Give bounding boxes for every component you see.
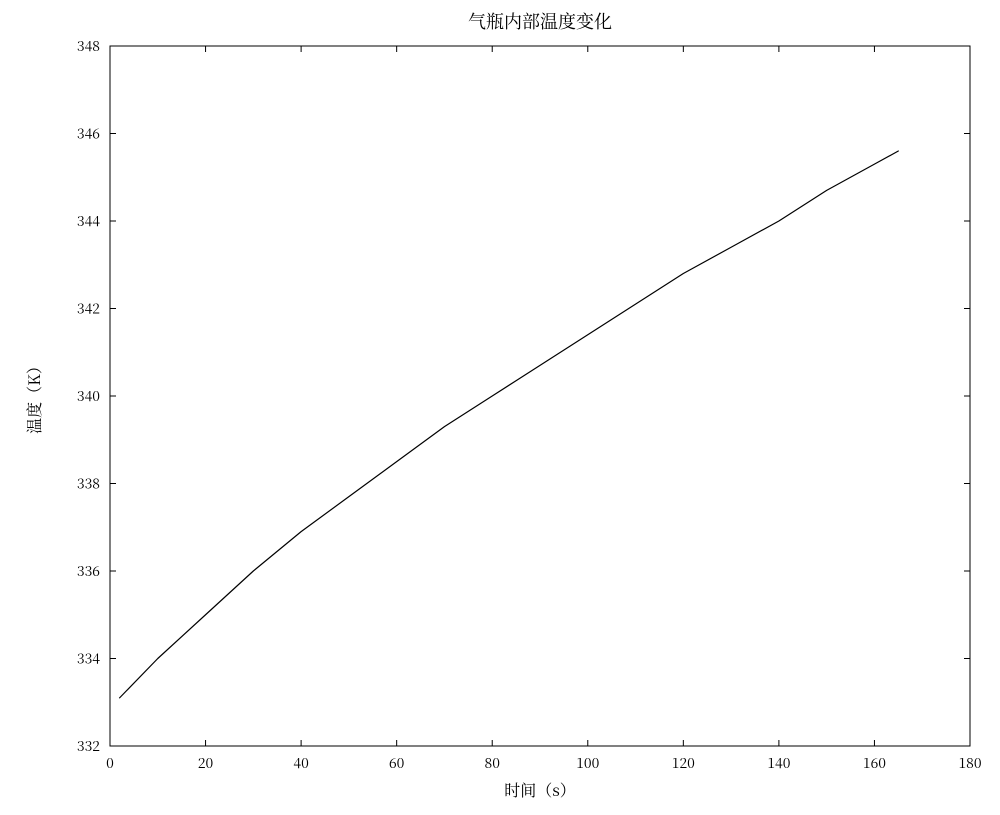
x-tick-label: 160 <box>863 753 886 773</box>
chart-container: 0 20 40 60 80 100 120 140 160 180 332 334 336 338 340 3… <box>0 0 1000 815</box>
x-tick-label: 40 <box>293 753 309 773</box>
x-axis-label: 时间（s） <box>504 778 576 801</box>
x-tick-label: 60 <box>389 753 405 773</box>
y-tick-label: 336 <box>77 561 100 581</box>
y-tick-label: 340 <box>77 386 100 406</box>
x-tick-label: 180 <box>958 753 981 773</box>
x-tick-label: 120 <box>672 753 695 773</box>
y-tick-label: 344 <box>77 211 100 231</box>
y-tick-label: 346 <box>77 124 100 144</box>
line-chart: 0 20 40 60 80 100 120 140 160 180 332 334 336 338 340 3… <box>0 0 1000 815</box>
y-axis-label: 温度（K） <box>22 358 45 434</box>
chart-bg <box>0 0 1000 815</box>
x-tick-label: 0 <box>106 753 114 773</box>
x-tick-label: 140 <box>767 753 790 773</box>
x-tick-label: 80 <box>485 753 501 773</box>
x-tick-label: 100 <box>576 753 599 773</box>
y-tick-label: 332 <box>77 736 100 756</box>
chart-title: 气瓶内部温度变化 <box>468 8 612 34</box>
y-tick-label: 342 <box>77 299 100 319</box>
y-tick-label: 338 <box>77 474 100 494</box>
y-tick-label: 334 <box>77 649 100 669</box>
y-tick-label: 348 <box>77 36 100 56</box>
x-tick-label: 20 <box>198 753 214 773</box>
